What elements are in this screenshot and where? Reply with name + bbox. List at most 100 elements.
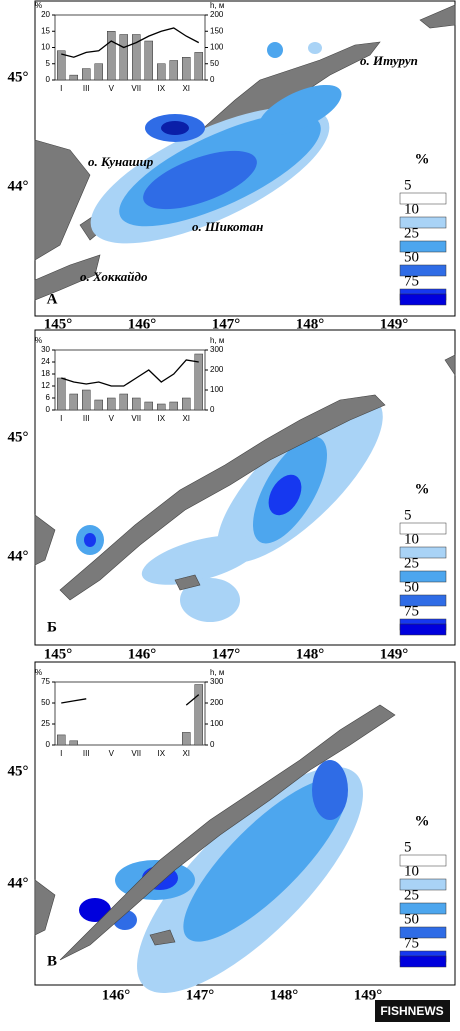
bar <box>82 68 91 81</box>
bar <box>132 397 141 411</box>
legend-label: 50 <box>404 579 419 595</box>
lat-label: 44° <box>8 178 29 194</box>
y2-tick-label: 150 <box>210 26 224 35</box>
lon-label: 147° <box>212 316 241 332</box>
legend-label: 75 <box>404 935 419 951</box>
bar <box>107 397 116 411</box>
x-tick-label: IX <box>157 414 165 423</box>
lat-label: 45° <box>8 429 29 445</box>
legend-label: 75 <box>404 603 419 619</box>
x-tick-label: III <box>83 749 90 758</box>
bar <box>69 74 78 81</box>
y-tick-label: 25 <box>41 719 50 728</box>
lon-label: 149° <box>380 646 409 662</box>
legend-swatch <box>399 854 447 867</box>
lon-label: 145° <box>44 316 73 332</box>
lat-label: 44° <box>8 875 29 891</box>
legend-label: 50 <box>404 249 419 265</box>
legend-swatch <box>399 902 447 915</box>
lon-label: 146° <box>102 987 131 1003</box>
density-area <box>90 42 342 244</box>
x-tick-label: XI <box>182 749 190 758</box>
bar <box>57 377 66 411</box>
y2-tick-label: 0 <box>210 405 215 414</box>
legend-swatch <box>399 522 447 535</box>
y2-axis-label: h, м <box>210 336 224 345</box>
legend-swatch <box>399 878 447 891</box>
bar <box>157 63 166 81</box>
x-tick-label: IX <box>157 749 165 758</box>
bar <box>107 31 116 81</box>
legend-swatch <box>399 955 447 968</box>
x-tick-label: I <box>60 84 62 93</box>
legend-swatch <box>399 216 447 229</box>
y2-tick-label: 100 <box>210 719 224 728</box>
x-tick-label: VII <box>131 414 141 423</box>
lon-label: 149° <box>380 316 409 332</box>
legend-label: 25 <box>404 225 419 241</box>
legend-label: 25 <box>404 555 419 571</box>
panel-label: В <box>47 953 57 969</box>
y2-axis-label: h, м <box>210 668 224 677</box>
y2-axis-label: h, м <box>210 1 224 10</box>
bar <box>69 740 78 746</box>
bar <box>182 57 191 81</box>
bar <box>57 50 66 81</box>
y2-tick-label: 200 <box>210 698 224 707</box>
depth-line <box>61 27 200 58</box>
density-area <box>76 397 383 622</box>
lon-label: 148° <box>296 646 325 662</box>
bar <box>194 52 203 81</box>
y2-tick-label: 300 <box>210 345 224 354</box>
legend-swatch <box>399 240 447 253</box>
y-tick-label: 24 <box>41 357 50 366</box>
legend-label: 50 <box>404 911 419 927</box>
bar <box>144 401 153 411</box>
x-tick-label: VII <box>131 84 141 93</box>
legend-swatch <box>399 192 447 205</box>
place-name: о. Кунашир <box>88 154 154 169</box>
legend-swatch <box>399 570 447 583</box>
depth-line <box>61 359 199 387</box>
y-tick-label: 0 <box>46 75 51 84</box>
lat-label: 45° <box>8 69 29 85</box>
y-tick-label: 10 <box>41 43 50 52</box>
y-tick-label: 6 <box>46 393 51 402</box>
x-tick-label: XI <box>182 84 190 93</box>
y-tick-label: 20 <box>41 10 50 19</box>
bar <box>157 403 166 411</box>
panel-label: А <box>47 291 58 307</box>
lon-label: 147° <box>212 646 241 662</box>
legend-label: 25 <box>404 887 419 903</box>
bar <box>132 34 141 81</box>
bar <box>182 397 191 411</box>
y2-tick-label: 100 <box>210 385 224 394</box>
y-tick-label: 30 <box>41 345 50 354</box>
bar <box>144 40 153 81</box>
place-name: о. Шикотан <box>192 219 263 234</box>
inset-frame <box>54 681 206 746</box>
depth-line <box>61 698 87 704</box>
legend-swatch <box>399 623 447 636</box>
legend-swatch <box>399 293 447 306</box>
lon-label: 146° <box>128 316 157 332</box>
legend-label: 5 <box>404 177 412 193</box>
place-name: о. Хоккайдо <box>80 269 148 284</box>
legend-label: 75 <box>404 273 419 289</box>
bar <box>194 684 203 746</box>
legend-swatch <box>399 594 447 607</box>
lat-label: 44° <box>8 548 29 564</box>
y-axis-label: % <box>35 1 42 10</box>
y-tick-label: 0 <box>46 740 51 749</box>
legend-swatch <box>399 546 447 559</box>
x-tick-label: I <box>60 749 62 758</box>
x-tick-label: III <box>83 414 90 423</box>
bar <box>82 389 91 411</box>
x-tick-label: VII <box>131 749 141 758</box>
y2-tick-label: 300 <box>210 677 224 686</box>
lon-label: 146° <box>128 646 157 662</box>
bar <box>194 353 203 411</box>
bar <box>94 399 103 411</box>
lon-label: 147° <box>186 987 215 1003</box>
